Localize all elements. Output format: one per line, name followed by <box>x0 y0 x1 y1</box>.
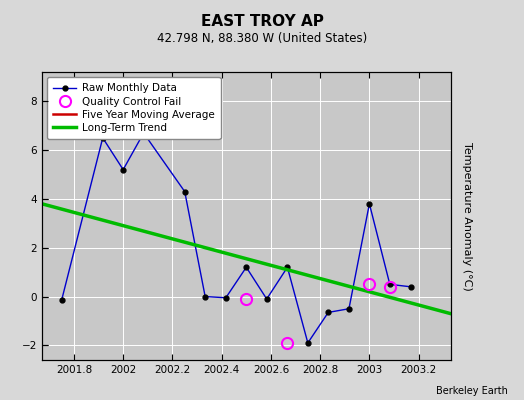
Raw Monthly Data <box>304 340 311 345</box>
Raw Monthly Data <box>59 298 65 303</box>
Quality Control Fail <box>243 296 249 301</box>
Legend: Raw Monthly Data, Quality Control Fail, Five Year Moving Average, Long-Term Tren: Raw Monthly Data, Quality Control Fail, … <box>47 77 221 139</box>
Text: EAST TROY AP: EAST TROY AP <box>201 14 323 29</box>
Raw Monthly Data <box>202 294 209 299</box>
Y-axis label: Temperature Anomaly (°C): Temperature Anomaly (°C) <box>462 142 472 290</box>
Raw Monthly Data <box>120 167 126 172</box>
Raw Monthly Data <box>223 295 229 300</box>
Raw Monthly Data <box>264 296 270 301</box>
Raw Monthly Data <box>284 265 290 270</box>
Quality Control Fail <box>284 340 290 345</box>
Raw Monthly Data <box>387 282 393 287</box>
Line: Raw Monthly Data: Raw Monthly Data <box>59 130 413 345</box>
Text: Berkeley Earth: Berkeley Earth <box>436 386 508 396</box>
Raw Monthly Data <box>140 131 147 136</box>
Quality Control Fail <box>366 282 373 287</box>
Raw Monthly Data <box>325 310 331 315</box>
Raw Monthly Data <box>182 189 188 194</box>
Raw Monthly Data <box>407 284 413 289</box>
Raw Monthly Data <box>346 306 352 311</box>
Line: Quality Control Fail: Quality Control Fail <box>241 279 396 348</box>
Text: 42.798 N, 88.380 W (United States): 42.798 N, 88.380 W (United States) <box>157 32 367 45</box>
Raw Monthly Data <box>366 201 373 206</box>
Raw Monthly Data <box>100 136 106 140</box>
Quality Control Fail <box>387 284 393 289</box>
Raw Monthly Data <box>243 265 249 270</box>
